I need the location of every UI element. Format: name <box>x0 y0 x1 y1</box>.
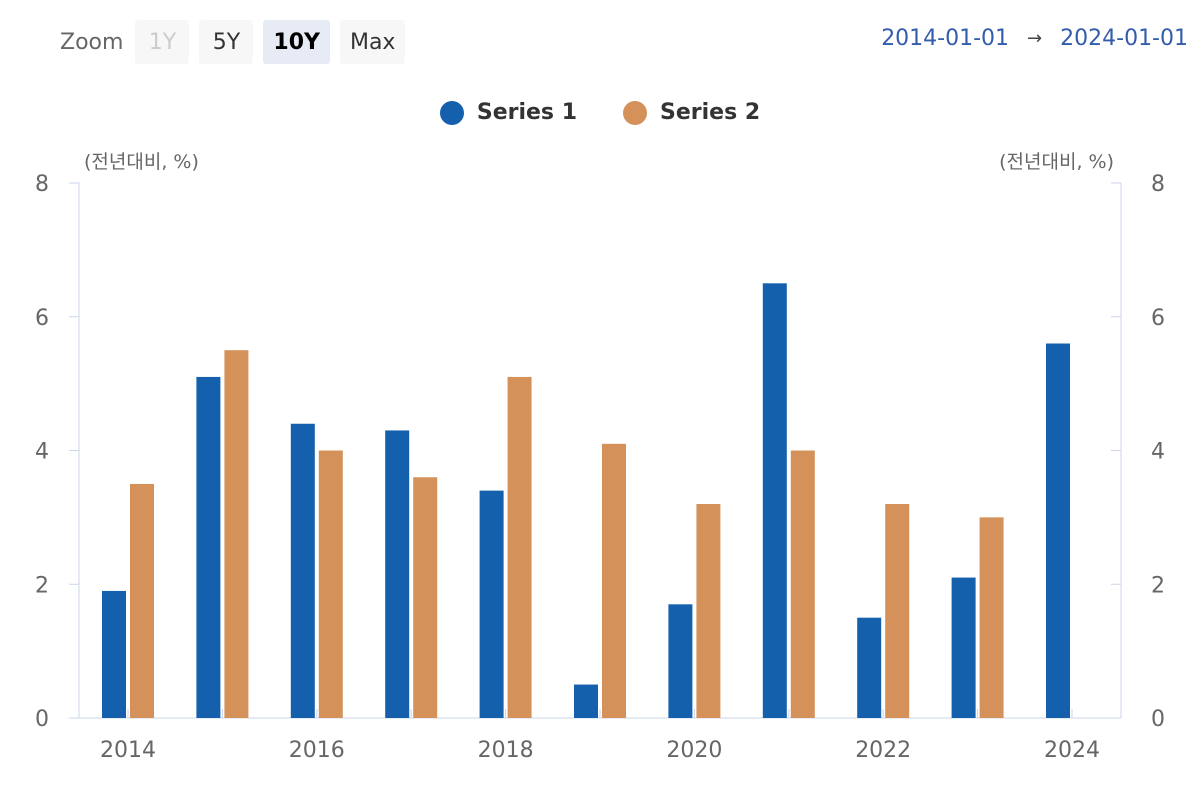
range-selector: Zoom 1Y 5Y 10Y Max <box>60 20 406 64</box>
zoom-label: Zoom <box>60 29 124 55</box>
bar-series-1-2022[interactable] <box>857 617 882 718</box>
bar-series-1-2015[interactable] <box>196 376 221 718</box>
bar-series-1-2020[interactable] <box>668 604 693 718</box>
y-right-tick-label: 8 <box>1151 172 1165 197</box>
y-axis-left-title: (전년대비, %) <box>84 151 199 173</box>
y-left-tick-label: 4 <box>35 440 49 465</box>
legend-item-series-1[interactable]: Series 1 <box>439 100 577 125</box>
bar-series-2-2018[interactable] <box>507 376 532 718</box>
y-left-tick-label: 8 <box>35 172 49 197</box>
bar-series-2-2022[interactable] <box>885 504 910 718</box>
bar-series-1-2023[interactable] <box>951 577 976 718</box>
chart-bars <box>102 283 1070 718</box>
bar-series-2-2014[interactable] <box>130 483 154 718</box>
date-range: 2014-01-01 → 2024-01-01 <box>881 26 1188 51</box>
bar-series-2-2020[interactable] <box>696 504 721 718</box>
bar-series-2-2016[interactable] <box>318 450 343 719</box>
range-arrow: → <box>1027 28 1043 49</box>
zoom-1y-button[interactable]: 1Y <box>135 20 190 64</box>
legend-label-series-1: Series 1 <box>476 100 577 125</box>
chart-legend: Series 1 Series 2 <box>0 100 1200 125</box>
x-tick-label: 2016 <box>289 738 345 763</box>
x-tick-label: 2020 <box>666 738 722 763</box>
bar-series-2-2017[interactable] <box>413 477 438 718</box>
bar-series-2-2021[interactable] <box>790 450 815 719</box>
legend-marker-series-1 <box>439 100 464 125</box>
x-tick-label: 2024 <box>1044 738 1100 763</box>
y-right-tick-label: 6 <box>1151 306 1165 331</box>
zoom-max-button[interactable]: Max <box>339 20 406 64</box>
zoom-5y-button[interactable]: 5Y <box>199 20 254 64</box>
bar-series-1-2024[interactable] <box>1046 343 1070 719</box>
x-tick-label: 2022 <box>855 738 911 763</box>
legend-marker-series-2 <box>623 100 647 125</box>
bar-series-1-2014[interactable] <box>102 590 126 718</box>
bar-series-2-2019[interactable] <box>602 443 626 718</box>
zoom-10y-button[interactable]: 10Y <box>263 20 330 64</box>
x-tick-label: 2014 <box>100 738 156 763</box>
legend-label-series-2: Series 2 <box>660 100 761 125</box>
y-axis-right-title: (전년대비, %) <box>999 151 1114 173</box>
range-to-input[interactable]: 2024-01-01 <box>1060 26 1188 51</box>
y-left-tick-label: 2 <box>35 573 49 598</box>
range-from-input[interactable]: 2014-01-01 <box>881 26 1010 51</box>
y-right-tick-label: 4 <box>1151 440 1165 465</box>
bar-series-1-2016[interactable] <box>290 423 315 718</box>
y-right-tick-label: 0 <box>1151 707 1165 732</box>
bar-series-2-2023[interactable] <box>979 517 1004 718</box>
bar-series-1-2019[interactable] <box>574 684 598 718</box>
bar-series-2-2015[interactable] <box>224 350 249 718</box>
bar-series-1-2021[interactable] <box>762 283 787 718</box>
y-left-tick-label: 0 <box>35 707 49 732</box>
y-left-tick-label: 6 <box>35 306 49 331</box>
y-right-tick-label: 2 <box>1151 573 1165 598</box>
chart-axes: 0 2 4 6 8 0 2 4 6 8 2014 2016 2018 2020 2022 2024 <box>35 172 1165 763</box>
x-tick-label: 2018 <box>478 738 534 763</box>
bar-series-1-2018[interactable] <box>479 490 504 718</box>
legend-item-series-2[interactable]: Series 2 <box>623 100 760 125</box>
bar-series-1-2017[interactable] <box>385 430 410 718</box>
